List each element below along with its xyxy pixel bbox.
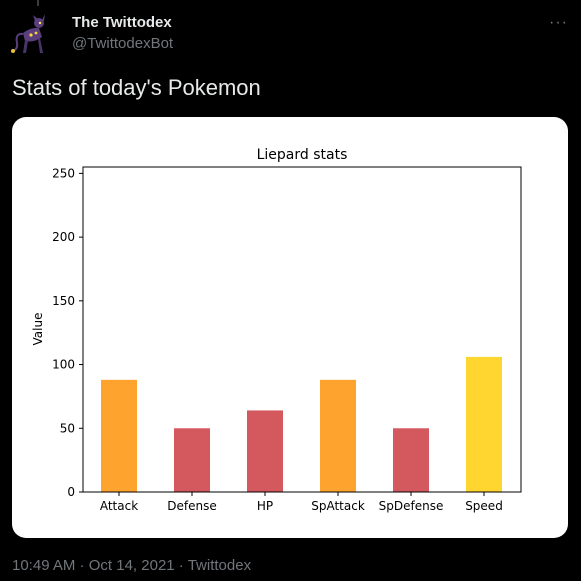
y-tick-label: 150 [52, 294, 75, 308]
bar-attack [101, 379, 137, 492]
x-tick-label: HP [257, 499, 273, 513]
tweet-text: Stats of today's Pokemon [12, 75, 261, 100]
tweet-date[interactable]: Oct 14, 2021 [88, 557, 175, 574]
bar-spattack [320, 379, 356, 492]
y-tick-label: 200 [52, 230, 75, 244]
bar-defense [174, 428, 210, 492]
display-name[interactable]: The Twittodex [72, 14, 172, 31]
chart-image-card[interactable]: Liepard stats Value 0 50 100 150 200 250 Atta… [12, 117, 568, 538]
y-tick-label: 50 [60, 421, 75, 435]
y-tick-label: 100 [52, 358, 75, 372]
x-tick-label: Speed [465, 499, 503, 513]
x-tick-label: SpDefense [379, 499, 444, 513]
tweet-footer: 10:49 AM · Oct 14, 2021 · Twittodex [12, 557, 251, 574]
tweet-source[interactable]: Twittodex [187, 557, 252, 574]
x-tick-label: SpAttack [311, 499, 365, 513]
footer-separator: · [75, 557, 89, 574]
x-ticks-group: Attack Defense HP SpAttack SpDefense Speed [100, 492, 503, 513]
tweet-time[interactable]: 10:49 AM [12, 557, 76, 574]
more-options-icon[interactable]: ··· [549, 14, 568, 31]
bar-chart: Liepard stats Value 0 50 100 150 200 250 Atta… [31, 147, 522, 513]
x-tick-label: Defense [167, 499, 216, 513]
thread-line [37, 0, 39, 6]
bar-hp [247, 410, 283, 492]
liepard-avatar-icon[interactable] [9, 13, 57, 61]
bar-speed [466, 356, 502, 492]
x-tick-label: Attack [100, 499, 138, 513]
plot-frame [82, 166, 522, 493]
y-tick-label: 0 [67, 485, 75, 499]
y-axis-label: Value [31, 313, 45, 346]
y-ticks-group: 0 50 100 150 200 250 [52, 166, 83, 499]
y-tick-label: 250 [52, 166, 75, 180]
account-handle[interactable]: @TwittodexBot [72, 35, 174, 52]
chart-title: Liepard stats [257, 147, 348, 163]
bar-spdefense [393, 428, 429, 492]
bars-group [101, 356, 502, 492]
footer-separator: · [174, 557, 188, 574]
